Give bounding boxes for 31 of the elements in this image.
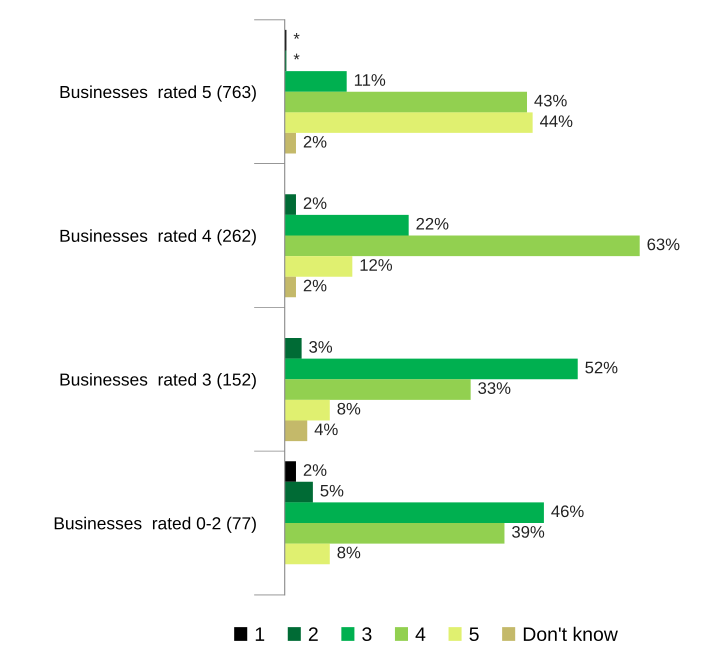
data-label: 12%: [360, 259, 392, 271]
data-label: 8%: [337, 546, 360, 558]
y-tick-label: Businesses rated 5 (763): [60, 85, 256, 102]
data-label: 3%: [309, 341, 332, 353]
data-label: 2%: [304, 136, 326, 148]
data-label: 52%: [585, 362, 618, 374]
data-label: 2%: [304, 464, 326, 476]
legend-label: 5: [469, 627, 479, 642]
data-label: 63%: [648, 238, 680, 250]
legend-label: 2: [308, 627, 318, 641]
legend-label: 3: [362, 627, 372, 642]
legend-label: 1: [256, 627, 264, 641]
y-tick-label: Businesses rated 4 (262): [60, 229, 256, 246]
data-label: 2%: [304, 280, 326, 292]
data-label: 46%: [551, 505, 584, 518]
data-label: *: [294, 33, 300, 39]
data-label: 4%: [314, 424, 338, 436]
data-label: 8%: [337, 402, 360, 415]
data-label: 43%: [534, 94, 567, 106]
data-label: 39%: [512, 526, 544, 538]
data-label: 44%: [540, 115, 572, 128]
data-label: *: [294, 54, 300, 60]
y-tick-label: Businesses rated 3 (152): [60, 372, 256, 390]
legend-label: 4: [416, 627, 426, 641]
legend-label: Don't know: [524, 626, 618, 642]
data-label: 2%: [304, 197, 326, 209]
data-label: 5%: [320, 484, 344, 497]
data-label: 22%: [416, 218, 448, 230]
y-tick-label: Businesses rated 0-2 (77): [54, 516, 256, 533]
data-label: 11%: [354, 74, 386, 86]
data-label: 33%: [478, 382, 510, 394]
